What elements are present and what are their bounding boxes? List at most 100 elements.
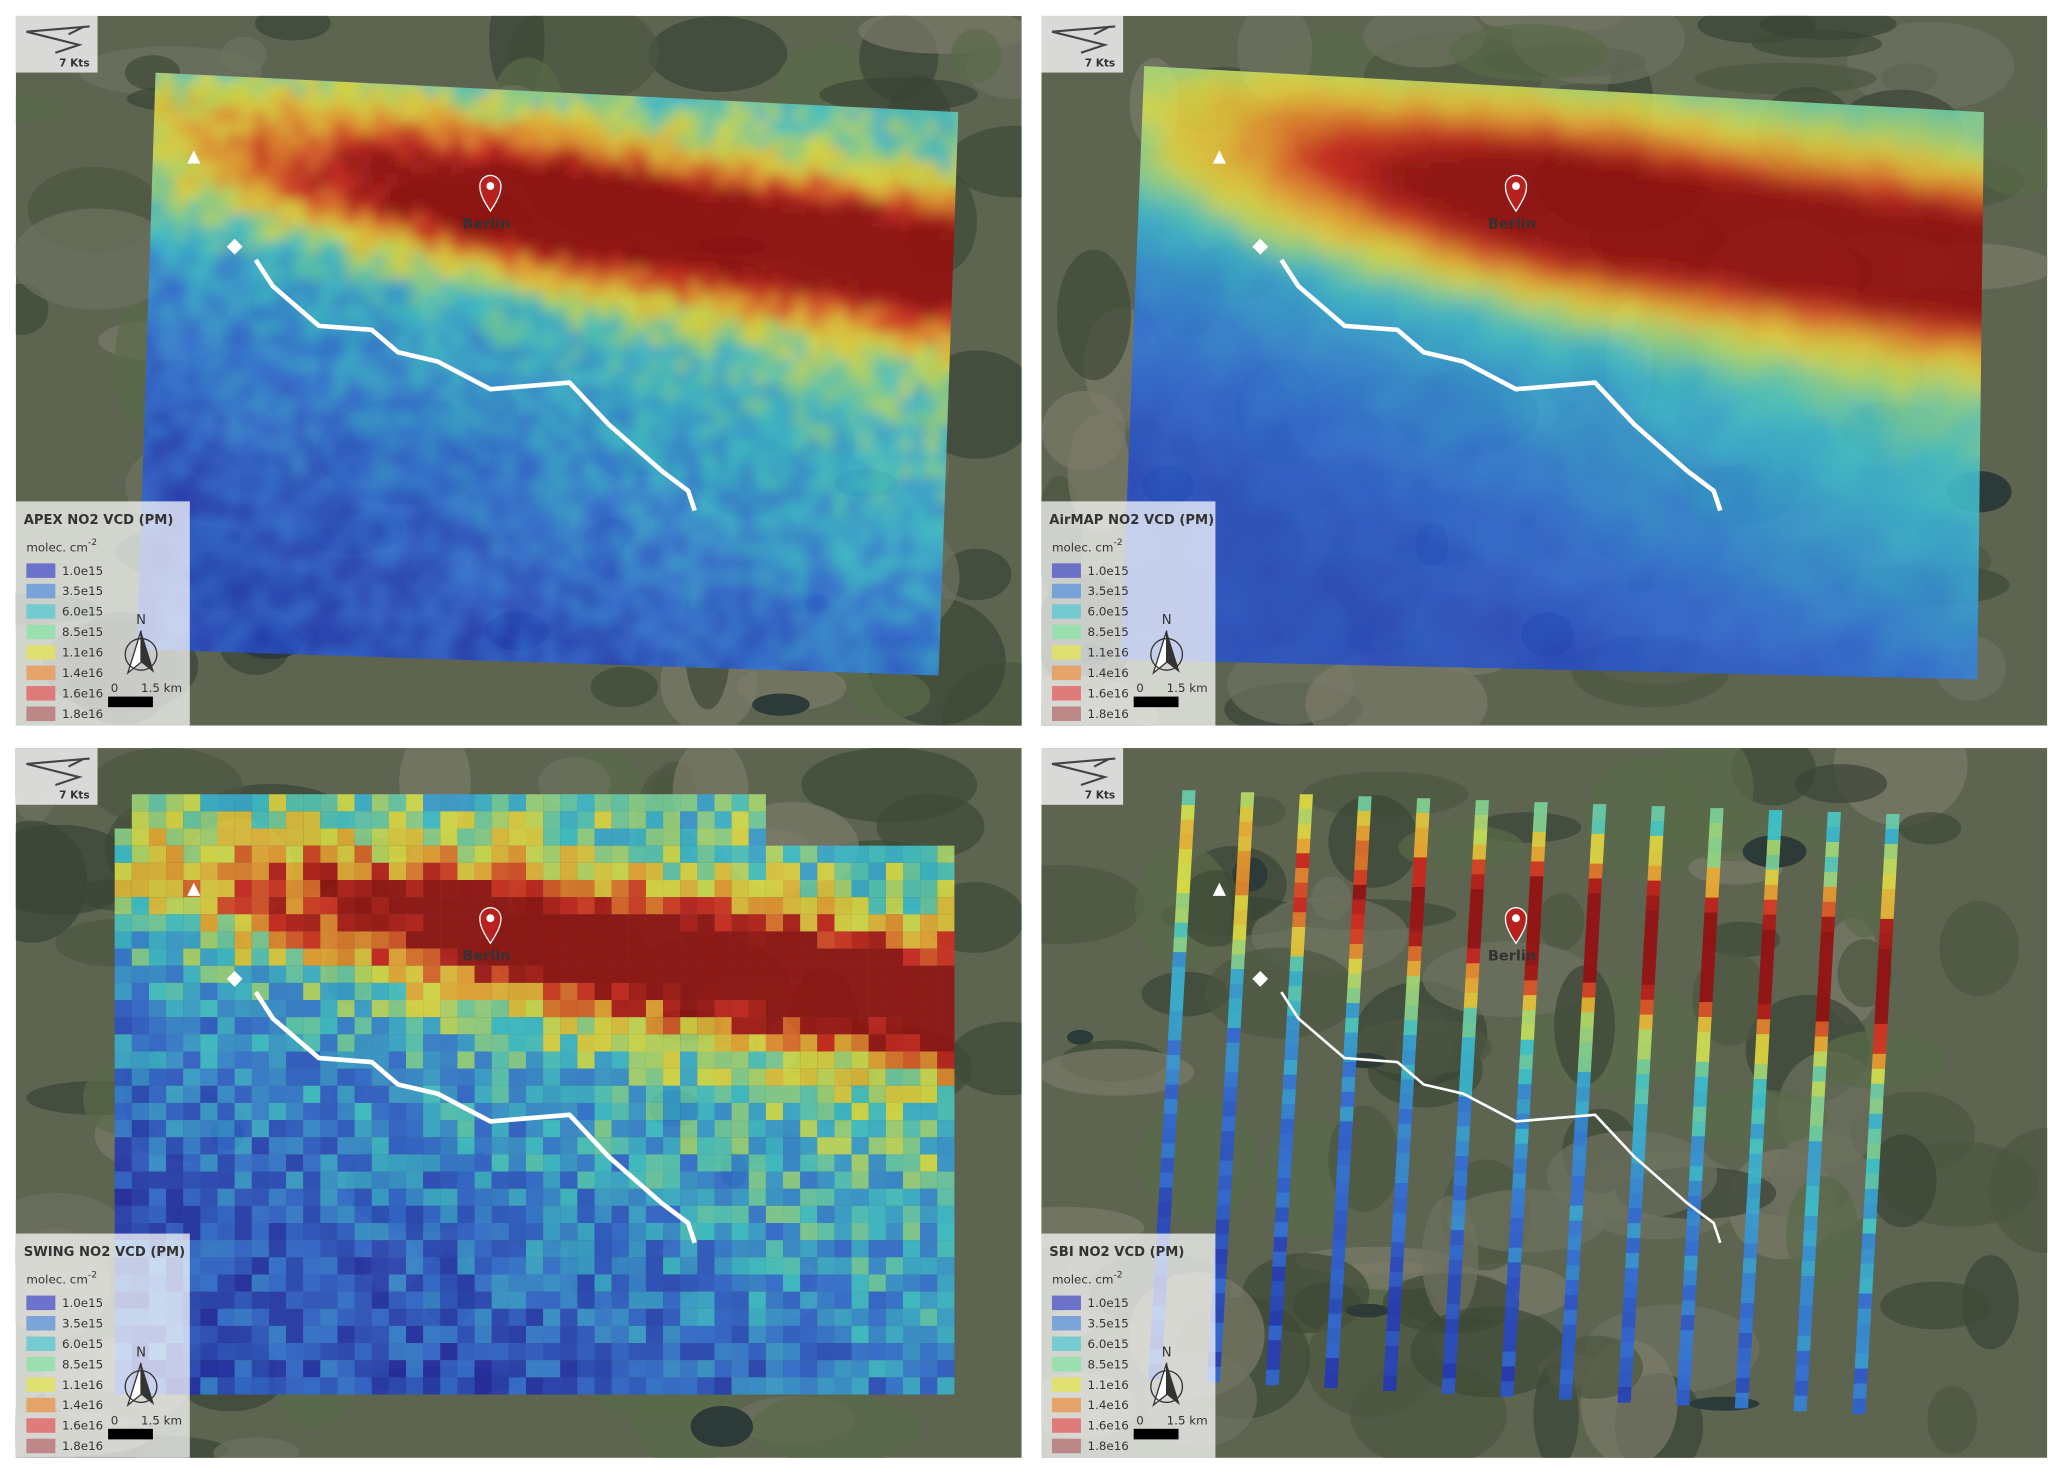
no2-cell [1370, 345, 1386, 361]
no2-cell [450, 226, 466, 242]
no2-cell [740, 108, 756, 123]
no2-cell [253, 385, 268, 400]
no2-cell [727, 398, 743, 413]
no2-cell [1160, 187, 1175, 202]
no2-cell [846, 438, 861, 453]
no2-cell [1410, 240, 1426, 255]
no2-cell [938, 332, 954, 347]
no2-cell [609, 345, 624, 361]
city-label: Berlin [462, 216, 510, 232]
no2-cell [925, 438, 940, 453]
no2-cell [450, 279, 466, 295]
no2-cell [292, 94, 308, 110]
no2-cell [266, 635, 281, 651]
no2-cell [582, 147, 598, 163]
no2-cell [332, 160, 347, 176]
no2-cell [1146, 253, 1162, 268]
no2-cell [767, 174, 782, 189]
no2-cell [1239, 424, 1254, 440]
no2-cell [1305, 147, 1320, 163]
no2-cell [266, 596, 281, 611]
no2-cell [1291, 543, 1307, 559]
no2-cell [384, 622, 400, 638]
no2-cell [714, 226, 729, 242]
no2-cell [859, 279, 874, 295]
no2-cell [503, 543, 519, 559]
no2-cell [595, 649, 611, 664]
no2-cell [1318, 464, 1333, 479]
no2-cell [819, 477, 835, 493]
no2-cell [226, 81, 242, 97]
no2-cell [1278, 319, 1294, 334]
no2-cell [1225, 464, 1241, 479]
no2-cell [688, 187, 703, 202]
no2-cell [556, 424, 571, 440]
no2-cell [674, 121, 690, 136]
no2-cell [437, 108, 453, 123]
no2-cell [1370, 358, 1386, 374]
no2-cell [793, 147, 809, 163]
no2-cell [1305, 451, 1320, 466]
no2-cell [332, 121, 347, 136]
no2-cell [1225, 134, 1241, 150]
no2-cell [543, 569, 558, 585]
no2-cell [1265, 174, 1281, 189]
no2-cell [464, 292, 479, 308]
no2-cell [384, 530, 400, 545]
legend-swatch [26, 583, 56, 599]
no2-cell [1357, 556, 1373, 572]
no2-cell [899, 187, 914, 202]
no2-cell [846, 187, 861, 202]
no2-cell [859, 517, 874, 532]
no2-cell [872, 279, 888, 295]
no2-cell [516, 121, 532, 136]
no2-cell [1225, 583, 1241, 598]
no2-cell [490, 332, 505, 347]
no2-cell [609, 160, 624, 176]
no2-cell [411, 121, 426, 136]
no2-cell [780, 517, 795, 532]
no2-cell [569, 319, 584, 334]
no2-cell [187, 160, 202, 176]
no2-cell [1160, 147, 1175, 163]
no2-cell [635, 240, 650, 255]
no2-cell [1199, 438, 1215, 453]
no2-cell [648, 94, 664, 110]
no2-cell [1331, 213, 1346, 229]
no2-cell [279, 332, 294, 347]
no2-cell [938, 279, 954, 295]
no2-cell [358, 345, 374, 361]
no2-cell [160, 160, 176, 176]
no2-cell [529, 556, 545, 572]
no2-cell [674, 332, 690, 347]
no2-cell [1278, 438, 1294, 453]
no2-cell [661, 121, 677, 136]
no2-cell [1344, 543, 1360, 559]
no2-cell [780, 503, 795, 519]
no2-cell [424, 187, 439, 202]
no2-cell [358, 438, 374, 453]
no2-cell [1331, 147, 1346, 163]
no2-cell [859, 477, 874, 493]
no2-cell [398, 517, 413, 532]
no2-cell [714, 292, 729, 308]
no2-cell [701, 490, 716, 506]
no2-cell [1305, 187, 1320, 202]
no2-cell [345, 187, 360, 202]
legend-title: APEX NO2 VCD (PM) [24, 513, 174, 528]
no2-cell [1265, 266, 1281, 282]
no2-cell [740, 569, 756, 585]
no2-cell [371, 279, 387, 295]
no2-cell [503, 372, 519, 387]
no2-cell [780, 174, 795, 189]
no2-cell [872, 451, 888, 466]
no2-cell [885, 398, 901, 413]
no2-cell [846, 200, 861, 216]
no2-cell [1212, 569, 1228, 585]
no2-cell [1370, 372, 1386, 387]
no2-cell [358, 358, 374, 374]
no2-cell [899, 477, 914, 493]
no2-cell [490, 253, 505, 268]
no2-cell [239, 438, 255, 453]
no2-cell [411, 226, 426, 242]
